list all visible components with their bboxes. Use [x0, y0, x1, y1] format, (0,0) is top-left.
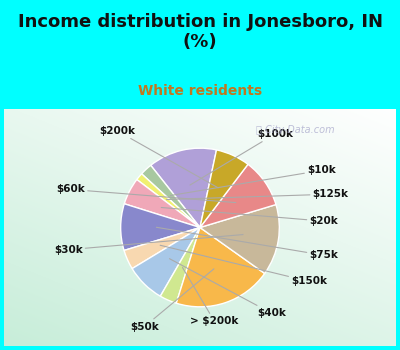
Wedge shape [124, 180, 200, 228]
Wedge shape [132, 228, 200, 296]
Text: $150k: $150k [160, 245, 327, 286]
Text: Income distribution in Jonesboro, IN
(%): Income distribution in Jonesboro, IN (%) [18, 13, 382, 51]
Text: $60k: $60k [56, 184, 236, 203]
Wedge shape [200, 150, 248, 228]
Text: $75k: $75k [156, 227, 338, 260]
Text: $10k: $10k [170, 166, 336, 196]
Text: ⓘ City-Data.com: ⓘ City-Data.com [256, 125, 334, 135]
Text: $200k: $200k [99, 126, 218, 188]
Text: $20k: $20k [161, 208, 338, 226]
Wedge shape [200, 204, 279, 273]
Wedge shape [160, 228, 200, 303]
Wedge shape [137, 174, 200, 228]
Wedge shape [200, 164, 276, 228]
Wedge shape [142, 165, 200, 228]
Wedge shape [176, 228, 265, 307]
Text: $30k: $30k [54, 234, 243, 255]
Text: > $200k: > $200k [182, 267, 238, 326]
Text: $40k: $40k [170, 259, 286, 318]
Text: $50k: $50k [130, 269, 214, 332]
Wedge shape [124, 228, 200, 268]
Text: White residents: White residents [138, 84, 262, 98]
Wedge shape [151, 148, 216, 228]
Wedge shape [121, 204, 200, 251]
Text: $100k: $100k [190, 129, 293, 185]
Text: $125k: $125k [166, 189, 349, 200]
